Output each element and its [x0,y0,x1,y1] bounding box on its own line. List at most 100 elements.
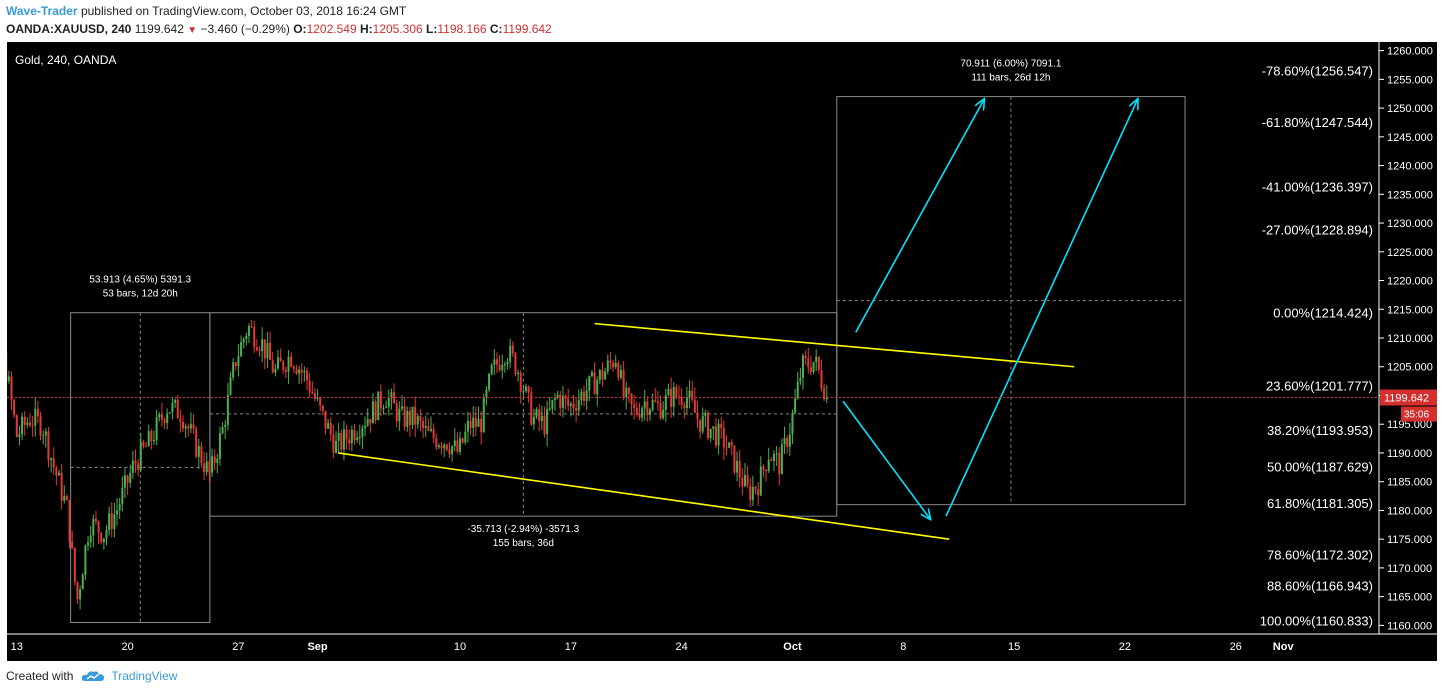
candle-body [13,400,16,416]
candle-body [799,377,802,382]
candle-body [569,403,572,406]
candle-body [324,410,327,429]
x-tick-label: 8 [900,641,906,653]
candle-body [147,431,150,447]
candle-body [807,358,810,368]
candle-body [145,446,148,448]
chart-svg[interactable]: Gold, 240, OANDA 1160.000 1165.000 1170.00… [7,42,1437,661]
candle-body [87,542,90,546]
candle-body [820,370,823,388]
chart-area[interactable]: Gold, 240, OANDA 1160.000 1165.000 1170.00… [7,42,1437,661]
candle-body [728,442,731,448]
candle-body [561,395,564,409]
candle-body [245,335,248,339]
candle-body [474,417,477,427]
candle-body [416,416,419,425]
y-tick-label: 1260.000 [1387,46,1433,58]
candle-body [76,582,79,600]
symbol-label: OANDA:XAUUSD, 240 [6,22,132,36]
candle-body [205,461,208,473]
candle-body [517,372,520,375]
candle-body [659,403,662,419]
y-tick-label: 1240.000 [1387,161,1433,173]
tradingview-link[interactable]: TradingView [111,669,178,683]
author-link[interactable]: Wave-Trader [6,4,78,18]
candle-body [725,447,728,449]
candle-body [643,401,646,409]
candle-body [511,345,514,354]
candle-body [340,433,343,450]
candle-body [137,463,140,470]
candle-body [625,387,628,397]
candle-body [733,445,736,473]
candle-body [374,401,377,421]
last-price: 1199.642 [134,22,184,36]
candle-body [451,446,454,455]
candle-body [100,532,103,543]
candle-body [139,441,142,470]
candle-body [493,359,496,365]
candle-body [809,367,812,373]
candle-body [390,392,393,399]
fib-level-label: 78.60%(1172.302) [1267,548,1373,563]
candle-body [675,387,678,397]
candle-body [588,375,591,391]
candle-body [506,361,509,365]
candle-body [514,353,517,375]
y-tick-label: 1195.000 [1387,419,1432,431]
candle-body [102,538,105,543]
proj-arrow-down [842,400,930,519]
candle-body [498,364,501,371]
candle-body [622,370,625,397]
candle-body [116,510,119,515]
x-tick-label: 22 [1119,641,1131,653]
candle-body [18,434,21,437]
publish-line: Wave-Trader published on TradingView.com… [6,4,406,18]
candle-body [350,429,353,444]
range-sep-channel-label-value: -35.713 (-2.94%) -3571.3 [467,524,579,535]
candle-body [651,400,654,410]
candle-body [150,431,153,442]
candle-body [757,489,760,496]
y-tick-label: 1180.000 [1387,505,1432,517]
candle-body [543,415,546,435]
y-tick-label: 1245.000 [1387,132,1433,144]
y-tick-label: 1185.000 [1387,477,1432,489]
x-tick-label: 20 [121,641,133,653]
candle-body [815,356,818,362]
candle-body [226,394,229,425]
candle-body [23,416,26,426]
candle-body [308,380,311,393]
y-tick-label: 1230.000 [1387,218,1433,230]
candle-body [524,386,527,392]
candle-body [306,370,309,381]
candle-body [664,395,667,410]
x-tick-label: 27 [232,641,244,653]
candle-body [638,413,641,418]
fib-level-label: 88.60%(1166.943) [1267,578,1373,593]
candle-body [646,401,649,415]
candle-body [58,472,61,476]
candle-body [28,422,31,426]
candle-body [780,444,783,475]
candle-body [142,441,145,447]
candle-body [464,431,467,443]
low-value: 1198.166 [437,22,487,36]
candle-body [258,350,261,352]
fib-level-label: 38.20%(1193.953) [1267,423,1373,438]
candle-body [825,397,828,400]
candle-body [68,500,71,542]
candle-body [379,391,382,409]
candle-body [786,438,789,447]
candle-body [134,460,137,464]
y-tick-label: 1210.000 [1387,333,1433,345]
y-tick-label: 1175.000 [1387,534,1432,546]
candle-body [765,469,768,472]
candle-body [630,393,633,405]
candle-body [802,355,805,378]
candle-body [203,463,206,473]
candle-body [699,419,702,432]
candle-body [672,387,675,407]
y-tick-label: 1160.000 [1387,620,1432,632]
candle-body [704,412,707,416]
